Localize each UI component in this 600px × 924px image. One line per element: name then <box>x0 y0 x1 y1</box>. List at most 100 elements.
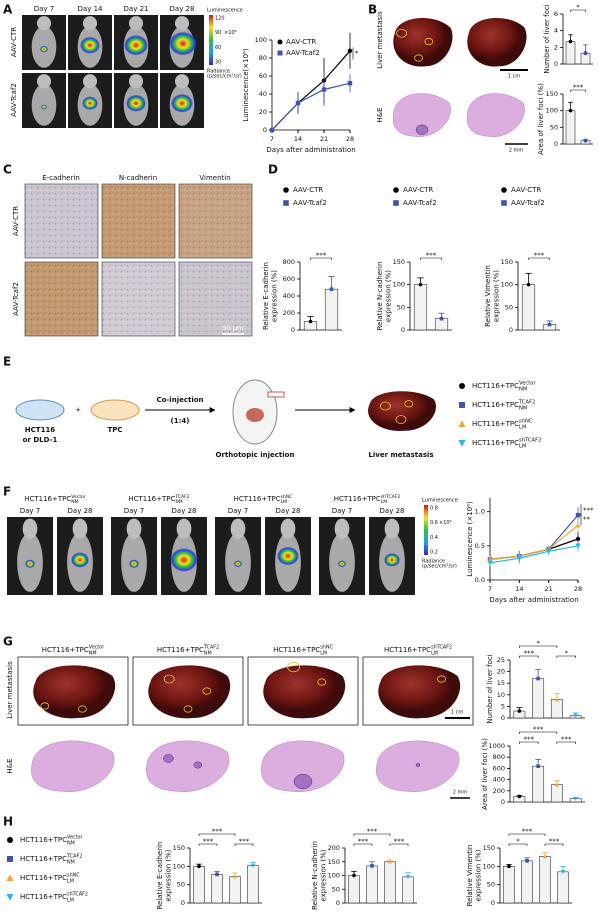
liver <box>378 665 461 719</box>
bar <box>384 861 396 904</box>
y-axis-label: Area of liver foci (%) <box>481 738 489 810</box>
ratio-label: (1:4) <box>171 417 190 425</box>
scale-label: 1 cm <box>451 710 464 716</box>
significance-bracket <box>570 9 586 12</box>
bar <box>247 865 259 904</box>
mouse-head <box>176 518 192 539</box>
data-point <box>536 676 540 681</box>
significance-label: *** <box>316 252 327 260</box>
y-tick-label: 0 <box>554 60 558 68</box>
bioluminescence <box>129 559 139 569</box>
y-axis-label: Luminescence (×10⁶) <box>466 501 474 577</box>
label-sup: Vector <box>67 834 82 840</box>
y-tick-label: 100 <box>255 36 267 44</box>
legend-label: HCT116+TPCNMTCAF2 <box>472 399 535 411</box>
y-tick-label: 100 <box>501 281 513 289</box>
mouse-head <box>82 74 98 89</box>
label-base: HCT116+TPC <box>472 420 519 428</box>
y-tick-label: 50 <box>550 123 558 131</box>
he-lesion <box>193 761 203 769</box>
y-tick-label: 0 <box>501 798 505 806</box>
label-sup: shTCAF2 <box>431 644 452 650</box>
data-point <box>321 87 327 92</box>
label-sub: LM <box>67 878 74 884</box>
label-base: HCT116+TPC <box>472 382 519 390</box>
significance-label: *** <box>522 828 533 836</box>
colorbar-unit: ×10⁶ <box>439 520 452 526</box>
colorbar-tick: 120 <box>215 16 225 22</box>
x-tick-label: 28 <box>346 135 354 143</box>
label-base: HCT116+TPC <box>334 495 381 503</box>
y-tick-label: 0 <box>554 140 558 148</box>
bar <box>565 41 576 65</box>
y-tick-label: 200 <box>328 844 340 852</box>
tpc-label: TPC <box>107 426 122 434</box>
legend-marker <box>459 402 465 408</box>
label-sup: TCAF2 <box>518 399 535 405</box>
colorbar-radiance: Radiance <box>422 559 445 565</box>
row-label: AAV-Tcaf2 <box>12 282 20 316</box>
colorbar-tick: 90 <box>215 30 221 36</box>
day-label: Day 7 <box>20 507 41 515</box>
mouse-organ <box>246 408 264 422</box>
bar <box>550 699 563 719</box>
legend-marker <box>7 856 13 862</box>
label-sub: NM <box>519 386 527 392</box>
ihc-texture <box>102 184 175 258</box>
bioluminescence <box>71 552 89 568</box>
mouse-head <box>280 518 296 539</box>
metastasis-focus <box>437 675 446 683</box>
legend-label: AAV-CTR <box>403 186 433 194</box>
y-tick-label: 0 <box>491 899 495 907</box>
label-base: HCT116+TPC <box>24 495 71 503</box>
significance-bracket <box>420 257 442 260</box>
bioluminescence <box>124 35 148 56</box>
y-tick-label: 4 <box>554 27 558 35</box>
label-sup: shNC <box>281 493 293 499</box>
bioluminescence <box>126 94 146 112</box>
y-axis-label: expression (%) <box>271 270 279 322</box>
y-tick-label: 0 <box>336 899 340 907</box>
metastasis-focus <box>40 702 50 710</box>
mouse-head <box>82 16 98 31</box>
legend-label: AAV-Tcaf2 <box>286 49 320 57</box>
x-tick-label: 21 <box>545 585 553 593</box>
panel-label: D <box>268 163 278 177</box>
data-point <box>487 560 493 566</box>
label-sup: shNC <box>519 418 533 424</box>
legend-label: HCT116+TPCLMshTCAF2 <box>20 891 88 903</box>
label-base: HCT116+TPC <box>472 401 519 409</box>
group-label: HCT116+TPCNMVector <box>24 493 86 504</box>
significance-bracket <box>519 645 558 648</box>
legend-marker <box>277 39 283 45</box>
legend-marker <box>458 440 466 447</box>
significance-label: * <box>576 4 580 12</box>
liver <box>393 17 453 67</box>
he-section <box>146 740 230 792</box>
day-label: Day 21 <box>124 5 149 13</box>
data-point <box>560 870 566 874</box>
syringe <box>267 391 285 398</box>
metastasis-focus <box>163 674 175 684</box>
mouse-head <box>128 16 144 31</box>
metastasis-focus <box>414 54 424 62</box>
significance-bracket <box>544 843 564 846</box>
bioluminescence <box>82 96 98 111</box>
legend-marker <box>393 187 399 193</box>
data-point <box>546 549 552 554</box>
group-label: HCT116+TPCLMshTCAF2 <box>384 644 452 656</box>
legend-label: HCT116+TPCLMshNC <box>20 872 80 884</box>
colorbar-radiance: Radiance <box>207 69 230 75</box>
y-axis-label: Number of liver foci <box>543 4 551 73</box>
label-sub: LM <box>519 443 526 449</box>
row-label: AAV-CTR <box>10 27 18 57</box>
data-point <box>250 863 256 868</box>
y-axis-label: Relative Vimentin <box>484 265 492 327</box>
y-tick-label: 100 <box>173 862 185 870</box>
y-tick-label: 150 <box>393 258 405 266</box>
y-tick-label: 0 <box>401 326 405 334</box>
he-section <box>466 93 525 137</box>
liver <box>368 391 437 431</box>
bioluminescence <box>384 553 400 567</box>
bar <box>193 866 205 904</box>
